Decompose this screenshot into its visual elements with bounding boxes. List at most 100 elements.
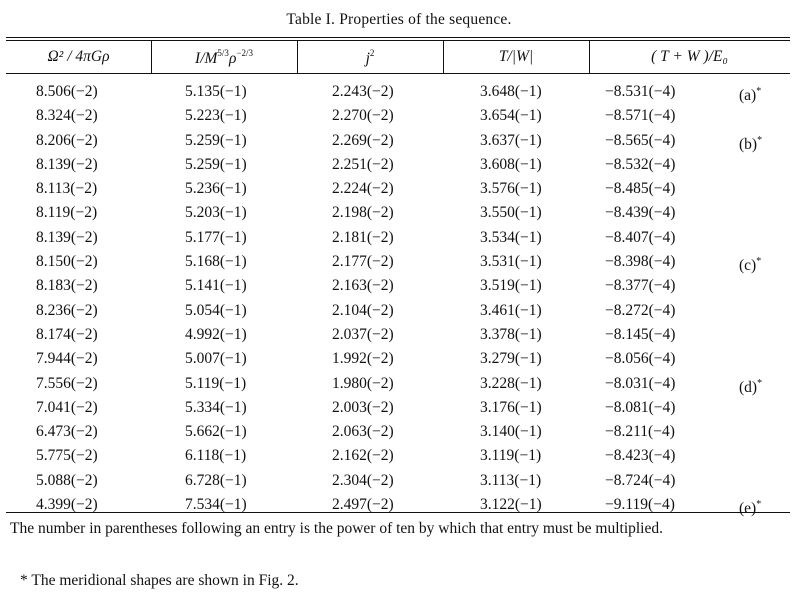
j-squared-cell: 2.269(−2) (332, 131, 394, 149)
t-over-w-cell: 3.637(−1) (480, 131, 542, 149)
inertia-cell: 5.135(−1) (185, 83, 247, 100)
j-squared-cell: 2.177(−2) (332, 253, 394, 271)
footnote-star: * (756, 499, 762, 511)
top-rule (6, 37, 790, 38)
energy-cell: −8.565(−4) (605, 131, 676, 149)
t-over-w-cell: 3.550(−1) (480, 204, 542, 222)
shape-marker-label: (d) (739, 378, 758, 396)
shape-marker: (a)* (739, 80, 761, 108)
j-squared-cell: 2.251(−2) (332, 155, 394, 173)
footnote-star: * (756, 256, 762, 268)
omega-cell: 7.944(−2) (36, 350, 98, 368)
inertia-cell: 5.662(−1) (185, 423, 247, 441)
inertia-cell: 6.728(−1) (185, 471, 247, 489)
table-row: 4.399(−2) 7.534(−1) 2.497(−2) 3.122(−1) −9.1… (0, 493, 798, 517)
energy-cell: −8.485(−4) (605, 180, 676, 198)
t-over-w-cell: 3.576(−1) (480, 180, 542, 198)
table-row: 8.150(−2) 5.168(−1) 2.177(−2) 3.531(−1) −8.3… (0, 250, 798, 274)
t-over-w-cell: 3.279(−1) (480, 350, 542, 368)
inertia-cell: 7.534(−1) (185, 496, 247, 514)
table-row: 5.775(−2) 6.118(−1) 2.162(−2) 3.119(−1) −8.4… (0, 444, 798, 468)
table-row: 8.139(−2) 5.177(−1) 2.181(−2) 3.534(−1) −8.4… (0, 226, 798, 250)
inertia-cell: 5.334(−1) (185, 398, 247, 416)
t-over-w-cell: 3.122(−1) (480, 496, 542, 514)
footnote-star: * (757, 134, 763, 146)
footnote-star: * (757, 377, 763, 389)
table-row: 6.473(−2) 5.662(−1) 2.063(−2) 3.140(−1) −8.2… (0, 420, 798, 444)
energy-cell: −8.571(−4) (605, 107, 676, 125)
energy-cell: −8.439(−4) (605, 204, 676, 222)
meridional-note: * The meridional shapes are shown in Fig… (20, 572, 299, 589)
header-omega: Ω² / 4πGρ (47, 48, 110, 65)
energy-cell: −9.119(−4) (605, 496, 675, 514)
energy-cell: −8.377(−4) (605, 277, 676, 295)
energy-cell: −8.081(−4) (605, 398, 676, 416)
t-over-w-cell: 3.519(−1) (480, 277, 542, 295)
omega-cell: 4.399(−2) (36, 496, 98, 514)
inertia-cell: 5.119(−1) (185, 374, 247, 392)
j-squared-cell: 2.304(−2) (332, 471, 394, 489)
j-squared-cell: 2.104(−2) (332, 301, 394, 319)
inertia-cell: 5.054(−1) (185, 301, 247, 319)
shape-marker: (d)* (739, 372, 762, 400)
omega-cell: 8.113(−2) (36, 180, 98, 198)
shape-marker-label: (e) (739, 500, 757, 518)
energy-cell: −8.423(−4) (605, 447, 676, 465)
header-moment-of-inertia: I/M5/3ρ−2/3 (151, 48, 297, 68)
table-row: 8.119(−2) 5.203(−1) 2.198(−2) 3.550(−1) −8.4… (0, 201, 798, 225)
shape-marker-label: (a) (739, 87, 757, 104)
omega-cell: 7.556(−2) (36, 374, 98, 392)
header-rho: ρ (228, 50, 237, 67)
j-squared-cell: 2.243(−2) (332, 83, 394, 100)
header-j-squared: j2 (297, 48, 443, 68)
table-row: 8.506(−2) 5.135(−1) 2.243(−2) 3.648(−1) −8.5… (0, 80, 798, 104)
header-energy: ( T + W )/E₀ (651, 48, 728, 65)
table-row: 8.139(−2) 5.259(−1) 2.251(−2) 3.608(−1) −8.5… (0, 153, 798, 177)
table-row: 5.088(−2) 6.728(−1) 2.304(−2) 3.113(−1) −8.7… (0, 469, 798, 493)
inertia-cell: 5.259(−1) (185, 131, 247, 149)
power-of-ten-note: The number in parentheses following an e… (10, 520, 663, 537)
energy-cell: −8.211(−4) (605, 423, 675, 441)
energy-cell: −8.398(−4) (605, 253, 676, 271)
shape-marker-label: (c) (739, 257, 757, 275)
shape-marker-label: (b) (739, 135, 758, 153)
j-squared-cell: 2.181(−2) (332, 228, 394, 246)
inertia-cell: 6.118(−1) (185, 447, 247, 465)
column-divider (151, 40, 152, 73)
header-rule (6, 73, 790, 74)
omega-cell: 6.473(−2) (36, 423, 98, 441)
t-over-w-cell: 3.378(−1) (480, 325, 542, 343)
omega-cell: 8.506(−2) (36, 83, 98, 100)
inertia-cell: 5.223(−1) (185, 107, 247, 125)
t-over-w-cell: 3.461(−1) (480, 301, 542, 319)
j-squared-cell: 2.162(−2) (332, 447, 394, 465)
inertia-cell: 5.168(−1) (185, 253, 247, 271)
inertia-cell: 5.259(−1) (185, 155, 247, 173)
omega-cell: 8.174(−2) (36, 325, 98, 343)
t-over-w-cell: 3.140(−1) (480, 423, 542, 441)
j-squared-cell: 2.497(−2) (332, 496, 394, 514)
j-squared-cell: 1.992(−2) (332, 350, 394, 368)
energy-cell: −8.145(−4) (605, 325, 676, 343)
column-divider (589, 40, 590, 73)
t-over-w-cell: 3.534(−1) (480, 228, 542, 246)
inertia-cell: 5.007(−1) (185, 350, 247, 368)
omega-cell: 5.775(−2) (36, 447, 98, 465)
energy-cell: −8.532(−4) (605, 155, 676, 173)
top-rule-inner (6, 40, 790, 41)
j-squared-cell: 2.198(−2) (332, 204, 394, 222)
energy-cell: −8.272(−4) (605, 301, 676, 319)
table-row: 8.183(−2) 5.141(−1) 2.163(−2) 3.519(−1) −8.3… (0, 274, 798, 298)
table-body: 8.506(−2) 5.135(−1) 2.243(−2) 3.648(−1) −8.5… (0, 80, 798, 517)
table-row: 7.556(−2) 5.119(−1) 1.980(−2) 3.228(−1) −8.0… (0, 372, 798, 396)
omega-cell: 8.324(−2) (36, 107, 98, 125)
t-over-w-cell: 3.228(−1) (480, 374, 542, 392)
shape-marker: (c)* (739, 250, 761, 278)
inertia-cell: 5.177(−1) (185, 228, 247, 246)
energy-cell: −8.031(−4) (605, 374, 676, 392)
table-row: 8.324(−2) 5.223(−1) 2.270(−2) 3.654(−1) −8.5… (0, 104, 798, 128)
table-caption: Table I. Properties of the sequence. (286, 11, 512, 28)
energy-cell: −8.056(−4) (605, 350, 676, 368)
header-i-over-m: I/M (195, 50, 218, 67)
